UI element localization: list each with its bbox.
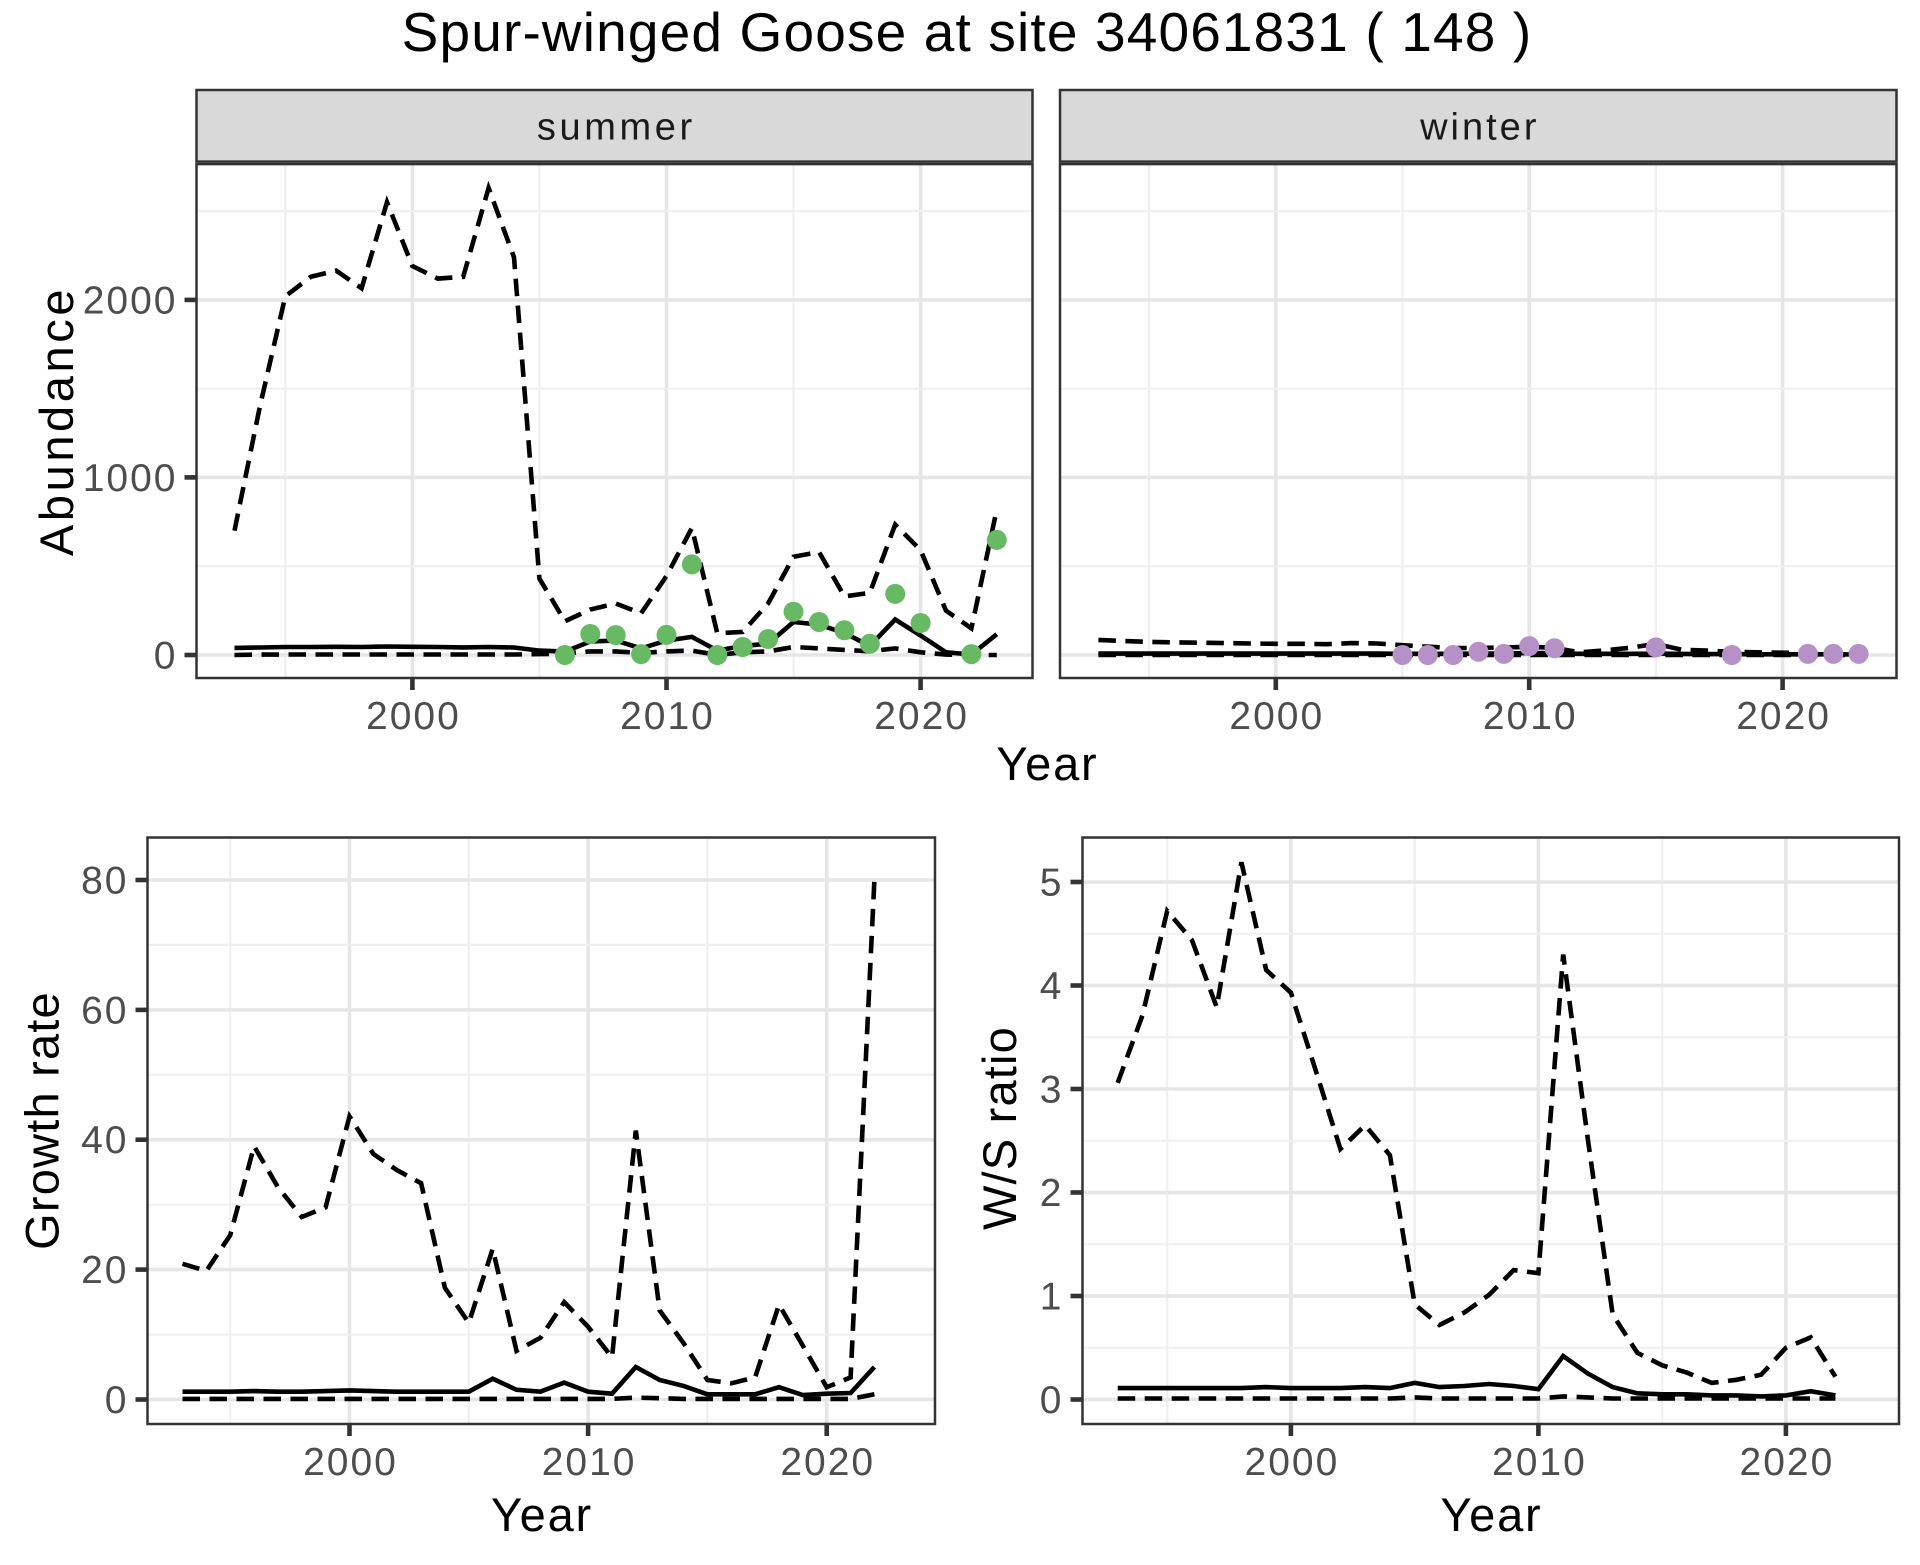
svg-text:Year: Year xyxy=(1440,1488,1542,1541)
svg-text:Year: Year xyxy=(996,737,1098,790)
svg-text:40: 40 xyxy=(81,1119,128,1162)
svg-text:2000: 2000 xyxy=(366,695,461,738)
svg-text:2020: 2020 xyxy=(1736,695,1831,738)
svg-text:W/S ratio: W/S ratio xyxy=(973,1026,1026,1230)
svg-text:0: 0 xyxy=(1040,1379,1064,1422)
svg-text:2000: 2000 xyxy=(1229,695,1324,738)
svg-text:0: 0 xyxy=(105,1379,129,1422)
svg-text:2000: 2000 xyxy=(83,279,178,322)
svg-text:4: 4 xyxy=(1040,965,1064,1008)
svg-text:20: 20 xyxy=(81,1249,128,1292)
svg-text:3: 3 xyxy=(1040,1069,1064,1112)
svg-text:80: 80 xyxy=(81,860,128,903)
svg-text:1: 1 xyxy=(1040,1276,1064,1319)
svg-text:Year: Year xyxy=(491,1488,593,1541)
svg-text:2010: 2010 xyxy=(620,695,715,738)
svg-text:60: 60 xyxy=(81,989,128,1032)
svg-text:Growth rate: Growth rate xyxy=(16,991,69,1250)
svg-text:2000: 2000 xyxy=(303,1441,398,1484)
svg-text:2010: 2010 xyxy=(1483,695,1578,738)
svg-text:Spur-winged Goose at site 3406: Spur-winged Goose at site 34061831 ( 148… xyxy=(402,1,1533,63)
svg-text:Abundance: Abundance xyxy=(30,286,83,556)
svg-text:1000: 1000 xyxy=(83,457,178,500)
svg-text:2: 2 xyxy=(1040,1172,1064,1215)
svg-text:5: 5 xyxy=(1040,862,1064,905)
svg-text:2020: 2020 xyxy=(1740,1441,1835,1484)
svg-text:0: 0 xyxy=(154,635,178,678)
svg-text:2000: 2000 xyxy=(1245,1441,1340,1484)
svg-text:2010: 2010 xyxy=(542,1441,637,1484)
svg-text:winter: winter xyxy=(1419,107,1539,149)
svg-text:2020: 2020 xyxy=(780,1441,875,1484)
svg-text:2020: 2020 xyxy=(874,695,969,738)
svg-text:summer: summer xyxy=(537,107,696,149)
svg-text:2010: 2010 xyxy=(1492,1441,1587,1484)
